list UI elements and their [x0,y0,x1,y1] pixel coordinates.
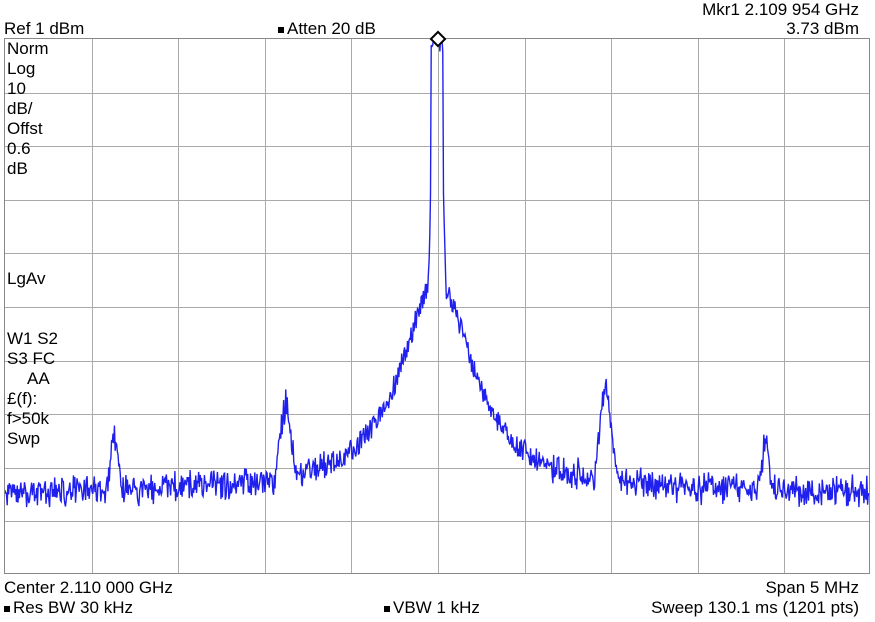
res-bw-dot-icon [4,606,10,612]
atten-dot-icon [278,27,284,33]
res-bw-text: Res BW 30 kHz [13,598,133,617]
sweep-label: Sweep 130.1 ms (1201 pts) [651,598,859,618]
ref-level-label: Ref 1 dBm [4,19,84,39]
vbw-text: VBW 1 kHz [393,598,480,617]
center-freq-label: Center 2.110 000 GHz [4,578,173,598]
span-label: Span 5 MHz [765,578,859,598]
vbw-label: VBW 1 kHz [384,598,480,618]
marker-readout: Mkr1 2.109 954 GHz [702,0,859,20]
spectrum-plot[interactable]: Norm Log 10 dB/ Offst 0.6 dB LgAv W1 S2 … [4,38,870,574]
vbw-dot-icon [384,606,390,612]
res-bw-label: Res BW 30 kHz [4,598,133,618]
attenuation-label: Atten 20 dB [278,19,376,39]
spectrum-trace [5,39,869,573]
attenuation-text: Atten 20 dB [287,19,376,38]
marker-power-label: 3.73 dBm [786,19,859,39]
